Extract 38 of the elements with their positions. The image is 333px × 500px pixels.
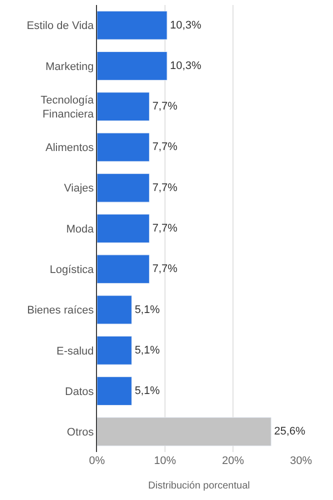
y-tick-label: Datos — [65, 386, 94, 398]
x-tick-label: 30% — [290, 455, 312, 467]
bar — [97, 254, 150, 284]
bar — [97, 51, 168, 80]
data-label: 7,7% — [152, 141, 178, 154]
y-tick-label: Moda — [66, 223, 95, 236]
y-tick-label: Otros — [66, 426, 94, 439]
y-tick-label: Alimentos — [46, 142, 94, 154]
bar — [97, 376, 132, 406]
data-label: 10,3% — [170, 60, 202, 72]
data-label: 5,1% — [134, 385, 160, 398]
data-label: 10,3% — [170, 19, 202, 32]
x-tick-label: 20% — [222, 455, 244, 467]
data-label: 5,1% — [134, 304, 160, 316]
bar — [97, 92, 150, 122]
y-tick-label: Logística — [50, 264, 95, 276]
bar — [97, 214, 150, 243]
data-label: 7,7% — [152, 263, 178, 276]
y-tick-label: Marketing — [46, 60, 94, 73]
data-label: 25,6% — [274, 426, 306, 438]
bar — [97, 295, 132, 324]
data-label: 7,7% — [152, 182, 178, 194]
x-tick-label: 10% — [154, 455, 176, 467]
x-axis-title: Distribución porcentual — [148, 480, 250, 492]
y-tick-label: Bienes raíces — [27, 304, 94, 317]
bar — [97, 10, 168, 40]
bar — [97, 132, 150, 162]
x-tick-label: 0% — [89, 455, 106, 467]
y-tick-label: E-salud — [56, 345, 94, 358]
bar — [97, 336, 132, 365]
data-label: 7,7% — [152, 100, 178, 113]
bar — [97, 417, 272, 446]
y-tick-label: Viajes — [64, 182, 94, 195]
y-tick-label: Estilo de Vida — [26, 20, 95, 32]
bar — [97, 173, 150, 202]
data-label: 5,1% — [134, 344, 160, 356]
data-label: 7,7% — [152, 222, 178, 234]
y-tick-label: Tecnología Financiera — [40, 94, 95, 121]
